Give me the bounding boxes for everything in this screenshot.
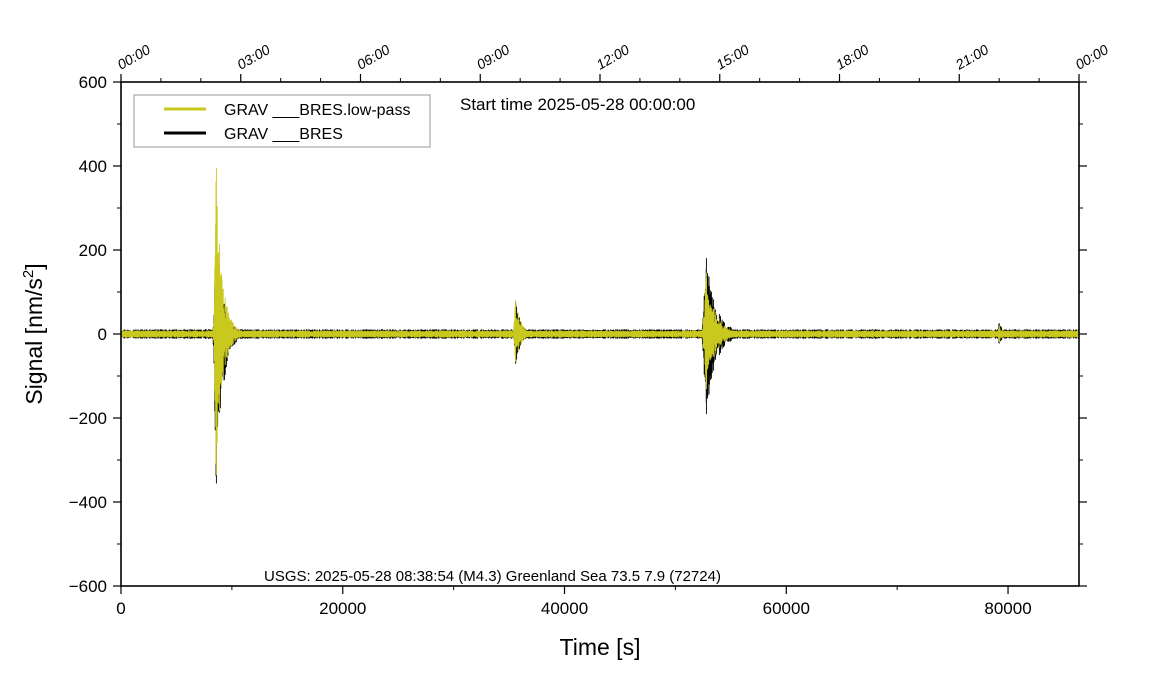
top-tick-label: 03:00 [234, 41, 273, 72]
x-axis-title: Time [s] [560, 634, 641, 660]
y-axis-title-end: ] [21, 263, 47, 269]
y-tick-label: 400 [79, 157, 107, 176]
y-tick-label: 200 [79, 241, 107, 260]
y-tick-label: 600 [79, 73, 107, 92]
top-tick-label: 00:00 [115, 41, 154, 72]
legend: GRAV ___BRES.low-pass GRAV ___BRES [133, 94, 431, 148]
top-tick-label: 15:00 [713, 41, 752, 72]
series-line-raw [121, 236, 1079, 484]
x-tick-label: 60000 [763, 599, 810, 618]
top-tick-label: 18:00 [833, 41, 872, 72]
top-tick-label: 00:00 [1073, 41, 1112, 72]
event-caption: USGS: 2025-05-28 08:38:54 (M4.3) Greenla… [264, 568, 721, 585]
y-tick-label: −600 [69, 577, 107, 596]
x-tick-label: 0 [116, 599, 125, 618]
legend-label-lowpass: GRAV ___BRES.low-pass [224, 102, 410, 119]
top-tick-label: 09:00 [474, 41, 513, 72]
top-tick-label: 21:00 [952, 41, 991, 73]
start-time-annotation: Start time 2025-05-28 00:00:00 [460, 95, 695, 114]
y-axis-title-sup: 2 [20, 270, 37, 278]
series-line-lowpass [121, 167, 1079, 476]
x-tick-label: 80000 [984, 599, 1031, 618]
legend-label-raw: GRAV ___BRES [224, 126, 343, 143]
y-axis-title-main: Signal [nm/s [21, 278, 47, 405]
x-tick-label: 40000 [541, 599, 588, 618]
y-tick-label: −400 [69, 493, 107, 512]
x-tick-label: 20000 [319, 599, 366, 618]
y-tick-label: −200 [69, 409, 107, 428]
legend-box [133, 94, 431, 148]
y-tick-label: 0 [98, 325, 107, 344]
top-tick-label: 06:00 [354, 41, 393, 72]
y-axis-title: Signal [nm/s2] [20, 263, 47, 404]
top-tick-label: 12:00 [594, 41, 633, 72]
